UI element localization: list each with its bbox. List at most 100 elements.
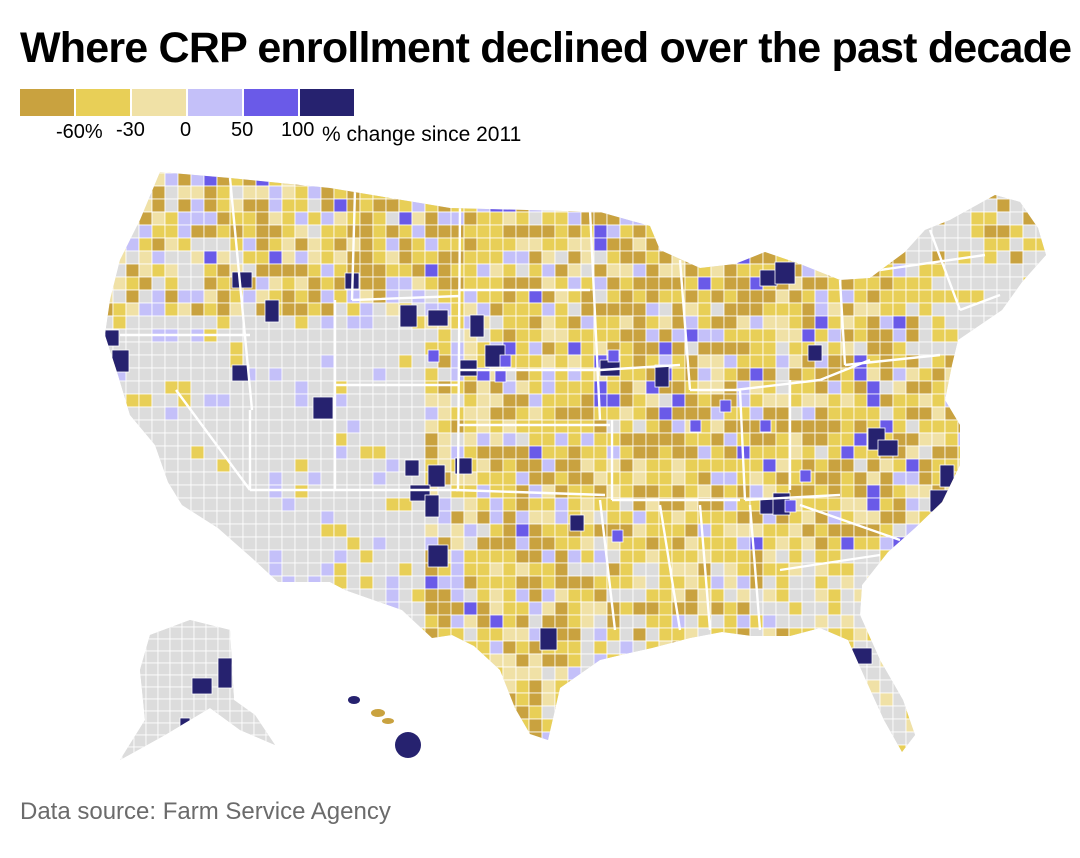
county-tile bbox=[918, 458, 933, 473]
county-tile bbox=[788, 744, 803, 752]
county-tile bbox=[476, 185, 491, 200]
county-tile bbox=[827, 445, 842, 460]
county-tile bbox=[450, 211, 465, 226]
hotspot-county bbox=[111, 349, 130, 373]
county-tile bbox=[684, 185, 699, 200]
county-tile bbox=[1022, 731, 1037, 746]
alaska-borough bbox=[120, 662, 123, 676]
county-tile bbox=[281, 679, 296, 694]
county-tile bbox=[606, 302, 621, 317]
county-tile bbox=[632, 341, 647, 356]
county-tile bbox=[828, 758, 841, 771]
county-tile bbox=[320, 640, 335, 655]
alaska-borough bbox=[120, 674, 123, 688]
county-tile bbox=[619, 562, 634, 577]
county-tile bbox=[996, 263, 1011, 278]
county-tile bbox=[567, 705, 582, 720]
county-tile bbox=[697, 705, 712, 720]
county-tile bbox=[1035, 445, 1046, 460]
county-tile bbox=[450, 601, 465, 616]
county-tile bbox=[398, 601, 413, 616]
county-tile bbox=[138, 263, 153, 278]
county-tile bbox=[372, 653, 387, 668]
county-tile bbox=[970, 445, 985, 460]
county-tile bbox=[697, 276, 712, 291]
county-tile bbox=[255, 601, 270, 616]
county-tile bbox=[905, 250, 920, 265]
county-tile bbox=[463, 575, 478, 590]
high-increase-county bbox=[494, 369, 507, 383]
county-tile bbox=[1035, 367, 1046, 382]
county-tile bbox=[138, 250, 153, 265]
county-tile bbox=[814, 172, 829, 174]
county-tile bbox=[450, 250, 465, 265]
county-tile bbox=[827, 289, 842, 304]
county-tile bbox=[905, 432, 920, 447]
county-tile bbox=[190, 224, 205, 239]
county-tile bbox=[372, 731, 387, 746]
county-tile bbox=[775, 211, 790, 226]
county-tile bbox=[541, 341, 556, 356]
county-tile bbox=[983, 393, 998, 408]
county-tile bbox=[827, 562, 842, 577]
county-tile bbox=[905, 172, 920, 187]
county-tile bbox=[918, 406, 933, 421]
county-tile bbox=[970, 354, 985, 369]
hotspot-county bbox=[231, 364, 250, 382]
county-tile bbox=[1022, 276, 1037, 291]
county-tile bbox=[515, 302, 530, 317]
county-tile bbox=[827, 692, 842, 707]
county-tile bbox=[723, 250, 738, 265]
county-tile bbox=[1009, 341, 1024, 356]
county-tile bbox=[450, 224, 465, 239]
county-tile bbox=[931, 393, 946, 408]
alaska-borough bbox=[157, 686, 171, 700]
county-tile bbox=[879, 211, 894, 226]
county-tile bbox=[840, 536, 855, 551]
county-tile bbox=[385, 614, 400, 629]
county-tile bbox=[541, 666, 556, 681]
county-tile bbox=[619, 484, 634, 499]
county-tile bbox=[749, 172, 764, 187]
county-tile bbox=[567, 653, 582, 668]
county-tile bbox=[151, 393, 166, 408]
county-tile bbox=[996, 705, 1011, 720]
county-tile bbox=[307, 510, 322, 525]
county-tile bbox=[619, 328, 634, 343]
county-tile bbox=[125, 497, 140, 512]
county-tile bbox=[528, 328, 543, 343]
county-tile bbox=[1009, 211, 1024, 226]
county-tile bbox=[567, 211, 582, 226]
county-tile bbox=[502, 432, 517, 447]
county-tile bbox=[710, 367, 725, 382]
county-tile bbox=[567, 471, 582, 486]
county-tile bbox=[684, 471, 699, 486]
county-tile bbox=[944, 445, 959, 460]
county-tile bbox=[359, 289, 374, 304]
county-tile bbox=[372, 380, 387, 395]
county-tile bbox=[606, 666, 621, 681]
alaska-borough bbox=[169, 674, 183, 688]
county-tile bbox=[281, 263, 296, 278]
county-tile bbox=[541, 575, 556, 590]
county-tile bbox=[528, 185, 543, 200]
county-tile bbox=[918, 575, 933, 590]
county-tile bbox=[970, 224, 985, 239]
county-tile bbox=[268, 406, 283, 421]
county-tile bbox=[346, 601, 361, 616]
county-tile bbox=[554, 185, 569, 200]
county-tile bbox=[632, 731, 647, 746]
county-tile bbox=[879, 172, 894, 187]
county-tile bbox=[177, 172, 192, 187]
county-tile bbox=[762, 289, 777, 304]
county-tile bbox=[203, 263, 218, 278]
county-tile bbox=[970, 484, 985, 499]
county-tile bbox=[723, 289, 738, 304]
county-tile bbox=[450, 497, 465, 512]
county-tile bbox=[346, 406, 361, 421]
county-tile bbox=[932, 758, 945, 771]
county-tile bbox=[489, 380, 504, 395]
county-tile bbox=[957, 367, 972, 382]
county-tile bbox=[775, 536, 790, 551]
county-tile bbox=[424, 419, 439, 434]
